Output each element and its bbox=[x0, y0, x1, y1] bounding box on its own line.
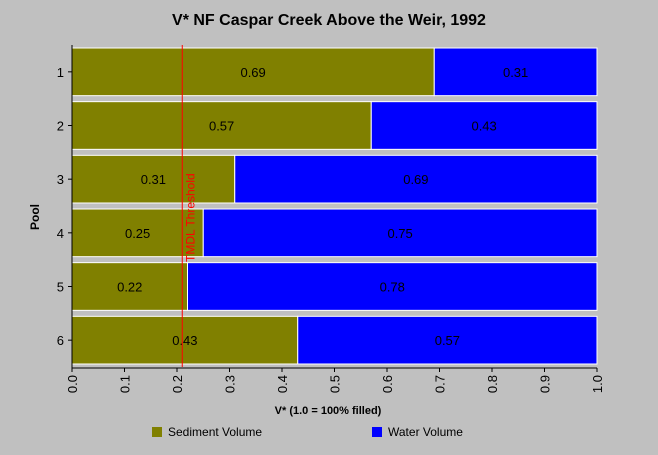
bar-water-pool-1 bbox=[433, 47, 598, 97]
data-label-water-pool-6: 0.57 bbox=[435, 333, 460, 348]
y-tick-label-6: 6 bbox=[57, 333, 64, 348]
bar-water-pool-3 bbox=[234, 154, 598, 204]
bar-sediment-pool-5 bbox=[71, 262, 188, 311]
data-label-water-pool-1: 0.31 bbox=[503, 65, 528, 80]
y-tick-label-5: 5 bbox=[57, 280, 64, 295]
data-label-sediment-pool-4: 0.25 bbox=[125, 226, 150, 241]
bar-sediment-pool-1 bbox=[71, 47, 435, 97]
bar-water-pool-5 bbox=[187, 262, 598, 311]
x-tick-label-0.6: 0.6 bbox=[380, 375, 395, 393]
legend-swatch-sediment bbox=[152, 427, 162, 437]
y-tick-label-2: 2 bbox=[57, 119, 64, 134]
data-label-sediment-pool-1: 0.69 bbox=[240, 65, 265, 80]
data-label-sediment-pool-2: 0.57 bbox=[209, 119, 234, 134]
data-label-sediment-pool-6: 0.43 bbox=[172, 333, 197, 348]
legend-item-water: Water Volume bbox=[372, 425, 463, 439]
bar-sediment-pool-2 bbox=[71, 101, 372, 150]
data-label-water-pool-3: 0.69 bbox=[403, 172, 428, 187]
x-tick-label-0.2: 0.2 bbox=[170, 375, 185, 393]
data-label-water-pool-2: 0.43 bbox=[471, 119, 496, 134]
x-axis-label: V* (1.0 = 100% filled) bbox=[274, 405, 382, 417]
x-tick-label-0.5: 0.5 bbox=[328, 375, 343, 393]
legend-swatch-water bbox=[372, 427, 382, 437]
bar-sediment-pool-4 bbox=[71, 208, 204, 258]
x-tick-label-0.3: 0.3 bbox=[223, 375, 238, 393]
bar-water-pool-6 bbox=[297, 315, 598, 365]
y-tick-label-4: 4 bbox=[57, 226, 64, 241]
legend-item-sediment: Sediment Volume bbox=[152, 425, 262, 439]
y-tick-label-1: 1 bbox=[57, 65, 64, 80]
x-tick-label-0.0: 0.0 bbox=[65, 375, 80, 393]
y-axis-label: Pool bbox=[28, 204, 42, 230]
threshold-label: TMDL Threshold bbox=[183, 173, 197, 262]
x-tick-label-0.8: 0.8 bbox=[485, 375, 500, 393]
x-tick-label-0.1: 0.1 bbox=[118, 375, 133, 393]
legend-label-sediment: Sediment Volume bbox=[168, 425, 263, 439]
bar-sediment-pool-6 bbox=[71, 315, 299, 365]
x-tick-label-0.7: 0.7 bbox=[433, 375, 448, 393]
chart-title: V* NF Caspar Creek Above the Weir, 1992 bbox=[172, 12, 486, 29]
data-label-water-pool-4: 0.75 bbox=[387, 226, 412, 241]
x-tick-label-0.4: 0.4 bbox=[275, 375, 290, 393]
y-tick-label-3: 3 bbox=[57, 172, 64, 187]
bar-water-pool-4 bbox=[202, 208, 598, 258]
x-tick-label-0.9: 0.9 bbox=[538, 375, 553, 393]
bar-water-pool-2 bbox=[370, 101, 598, 150]
legend-label-water: Water Volume bbox=[388, 425, 463, 439]
plot-area bbox=[72, 45, 597, 367]
data-label-sediment-pool-5: 0.22 bbox=[117, 280, 142, 295]
data-label-water-pool-5: 0.78 bbox=[380, 280, 405, 295]
bar-sediment-pool-3 bbox=[71, 154, 236, 204]
data-label-sediment-pool-3: 0.31 bbox=[141, 172, 166, 187]
x-tick-label-1.0: 1.0 bbox=[590, 375, 605, 393]
